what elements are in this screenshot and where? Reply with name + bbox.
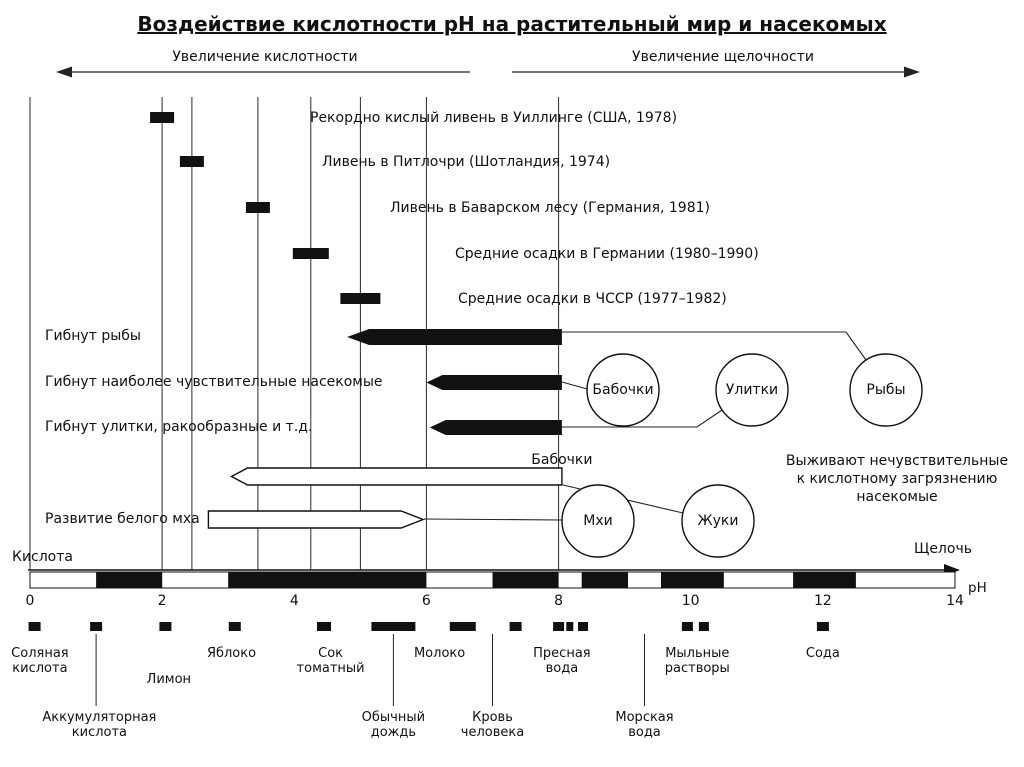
connector-line [423,518,563,521]
substance-marker [317,622,331,631]
event-ph-bar [245,202,270,213]
acidity-arrow-label: Увеличение кислотности [172,49,358,65]
survivor-circle-label: Рыбы [866,382,906,398]
alkalinity-arrow-label: Увеличение щелочности [632,49,814,65]
ph-tick-label: 14 [946,593,964,609]
event-ph-bar [179,156,204,167]
alkalinity-arrowhead-icon [904,66,920,78]
ph-tick-label: 8 [554,593,564,609]
ph-scale-black-segment [96,572,163,588]
range-label: Гибнут рыбы [45,328,141,344]
page-title: Воздействие кислотности pH на растительн… [137,12,887,36]
substance-label: Мыльные растворы [664,646,730,676]
substance-marker [371,622,416,631]
event-label: Средние осадки в Германии (1980–1990) [455,246,759,262]
survivor-circle [849,353,923,427]
range-bar [347,329,562,345]
ph-tick-label: 4 [289,593,299,609]
range-bar [230,467,563,486]
substance-label: Лимон [146,672,192,687]
event-label: Ливень в Баварском лесу (Германия, 1981) [390,200,710,216]
survivor-circle [715,353,789,427]
survivor-circle [681,484,755,558]
acidity-arrowhead-icon [56,66,72,78]
survivor-circle-label: Жуки [697,513,739,529]
ph-scale-black-segment [661,572,724,588]
ph-tick-label: 10 [681,593,700,609]
connector-line [561,381,588,390]
event-label: Средние осадки в ЧССР (1977–1982) [458,291,727,307]
range-label: Гибнут улитки, ракообразные и т.д. [45,418,313,435]
substance-marker [553,622,565,631]
event-ph-bar [150,112,175,123]
substance-label: Обычный дождь [361,710,426,740]
substance-marker [449,622,476,631]
range-bar [429,420,562,435]
event-ph-bar [340,293,381,304]
ph-tick-label: 12 [813,593,832,609]
ph-tick-label: 6 [421,593,431,609]
survivor-circle [561,484,635,558]
connector-line [562,331,867,361]
alkali-label: Щелочь [914,541,972,557]
survivor-circle-label: Улитки [725,382,779,398]
range-bar [426,375,562,390]
ph-scale-black-segment [793,572,856,588]
ph-scale-black-segment [228,572,427,588]
ph-axis-unit-label: pH [968,580,987,596]
substance-label: Пресная вода [533,646,591,676]
substance-label: Кровь человека [460,710,525,740]
substance-label: Сок томатный [296,646,365,676]
range-label: Гибнут наиболее чувствительные насекомые [45,373,383,390]
substance-label: Морская вода [615,710,674,740]
survivors-note: Выживают нечувствительные к кислотному за… [785,453,1009,505]
substance-marker [228,622,241,631]
substance-marker [90,622,103,631]
substance-marker [566,622,574,631]
range-label: Развитие белого мха [45,510,200,527]
range-label: Бабочки [531,452,593,468]
substance-marker [681,622,693,631]
substance-label: Молоко [413,646,466,661]
connector-line [562,409,723,428]
ph-scale-black-segment [492,572,559,588]
substance-label: Сода [805,646,840,661]
survivor-circle-label: Бабочки [592,382,654,398]
substance-label: Соляная кислота [11,646,69,676]
survivor-circle-label: Мхи [583,513,613,529]
event-ph-bar [292,248,329,259]
event-label: Ливень в Питлочри (Шотландия, 1974) [322,154,611,170]
ph-scale-black-segment [581,572,628,588]
event-label: Рекордно кислый ливень в Уиллинге (США, … [310,110,678,126]
substance-marker [159,622,172,631]
substance-marker [28,622,41,631]
acid-label: Кислота [12,549,73,565]
survivor-circle [586,353,660,427]
substance-label: Аккумуляторная кислота [42,710,157,740]
range-bar [207,510,426,529]
ph-tick-label: 0 [25,593,35,609]
substance-label: Яблоко [206,646,257,661]
substance-marker [816,622,829,631]
ph-tick-label: 2 [157,593,167,609]
substance-marker [509,622,522,631]
substance-marker [698,622,709,631]
substance-marker [578,622,588,631]
